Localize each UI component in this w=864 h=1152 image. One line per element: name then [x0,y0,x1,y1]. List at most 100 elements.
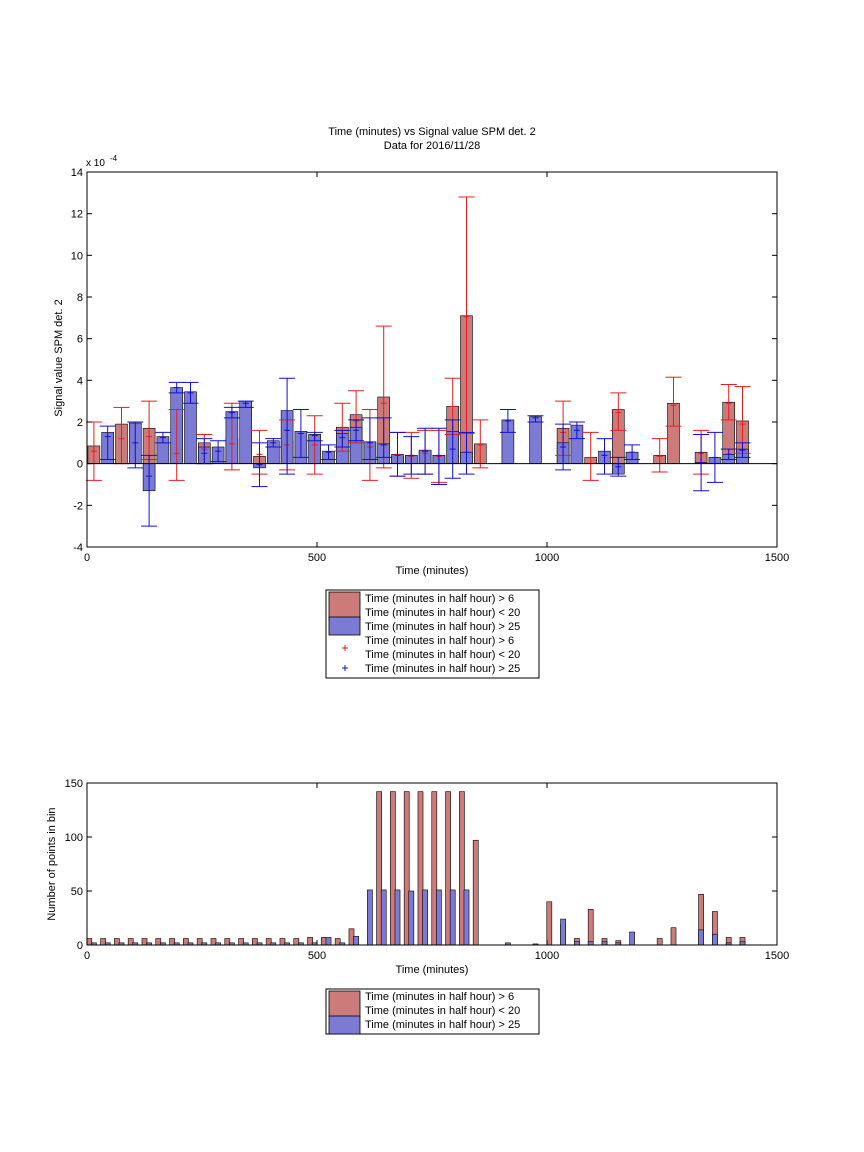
legend: Time (minutes in half hour) > 6 Time (mi… [325,589,540,679]
y-tick-label: 150 [65,778,83,790]
x-tick-label: 0 [84,950,90,962]
bar-blue [239,400,252,464]
plot-frame [86,782,778,946]
error-bar-blue [99,425,116,460]
legend-box [325,988,540,1035]
x-tick-label: 500 [308,552,326,564]
error-bar-blue [306,431,323,442]
x-ticks: 0 500 1000 1500 [84,783,789,962]
bar-blue [529,416,542,464]
histogram-bar-blue [325,937,332,946]
histogram-bar-blue [463,889,470,946]
legend: Time (minutes in half hour) > 6 Time (mi… [325,988,540,1035]
error-bar-blue [223,406,240,419]
histogram-bar-blue [449,889,456,946]
legend-entry-2: Time (minutes in half hour) < 20 [365,607,520,619]
legend-entry-3: Time (minutes in half hour) > 25 [365,1019,520,1031]
error-bar-blue [154,431,171,444]
y-tick-label: 8 [77,292,83,304]
y-tick-label: 0 [77,940,83,952]
error-bar-blue [734,442,751,458]
legend-marker-blue [342,665,348,671]
error-bar-blue [403,436,420,475]
legend-box [325,589,540,679]
signal-error-bars [85,196,751,527]
error-bar-blue [527,415,544,423]
y-tick-label: -4 [73,542,83,554]
histogram-bar-blue [353,936,359,946]
histogram-bar-blue [380,889,387,946]
histogram-bar-blue [394,889,401,946]
error-bar-blue [279,377,296,475]
error-bar-red [141,400,158,460]
legend-entry-6: Time (minutes in half hour) > 25 [365,663,520,675]
error-bar-red [582,431,599,481]
x-axis-label: Time (minutes) [396,565,469,577]
legend-marker-red [342,645,348,651]
error-bar-blue [210,440,227,463]
y-tick-label: 14 [71,167,83,179]
error-bar-blue [292,409,309,458]
error-bar-blue [237,400,254,408]
legend-swatch-red [328,591,361,621]
legend-entry-4: Time (minutes in half hour) > 6 [365,635,514,647]
x-ticks: 0 500 1000 1500 [84,172,789,564]
error-bar-blue [417,427,434,475]
error-bar-red [306,415,323,475]
y-tick-label: -2 [73,500,83,512]
x-tick-label: 1000 [535,552,559,564]
error-bar-blue [610,456,627,477]
y-tick-label: 50 [71,886,83,898]
plot-frame [86,171,778,548]
y-axis-label: Number of points in bin [46,807,58,920]
histogram-bar-blue [560,918,566,946]
error-bar-blue [348,419,365,442]
y-tick-label: 6 [77,334,83,346]
legend-entry-5: Time (minutes in half hour) < 20 [365,649,520,661]
histogram-bar-blue [629,931,635,946]
legend-entry-1: Time (minutes in half hour) > 6 [365,991,514,1003]
exponent-label: x 10 -4 [86,154,118,169]
y-tick-label: 12 [71,209,83,221]
y-ticks: -4 -2 0 2 4 6 8 10 12 14 [71,167,777,554]
error-bar-blue [568,421,585,440]
error-bar-blue [320,444,337,460]
error-bar-blue [265,438,282,448]
error-bar-blue [251,442,268,488]
chart-title: Time (minutes) vs Signal value SPM det. … [328,126,535,138]
error-bar-red [720,384,737,421]
error-bar-blue [458,431,475,475]
error-bar-blue [389,431,406,477]
legend-entry-3: Time (minutes in half hour) > 25 [365,621,520,633]
histogram-bar-red [670,927,677,946]
legend-swatch-blue [328,616,361,636]
error-bar-blue [182,381,199,404]
error-bar-blue [444,419,461,479]
error-bar-blue [141,454,158,527]
error-bar-blue [720,448,737,460]
exponent-base: x 10 [86,158,105,169]
histogram-bar-red [472,839,479,946]
histogram-bar-red [546,901,553,946]
error-bar-blue [375,417,392,458]
y-ticks: 0 50 100 150 [65,778,777,952]
x-tick-label: 1500 [765,950,789,962]
exponent-power: -4 [110,154,118,163]
x-tick-label: 0 [84,552,90,564]
error-bar-blue [168,381,185,394]
y-tick-label: 4 [77,375,83,387]
error-bar-red [168,409,185,481]
legend-entry-2: Time (minutes in half hour) < 20 [365,1005,520,1017]
error-bar-blue [430,427,447,485]
error-bar-blue [361,417,378,460]
legend-swatch-blue [328,1015,361,1035]
histogram-bar-red [587,909,594,946]
error-bar-blue [596,438,613,475]
error-bar-blue [499,409,516,433]
x-tick-label: 1000 [535,950,559,962]
y-tick-label: 100 [65,832,83,844]
x-tick-label: 1500 [765,552,789,564]
error-bar-red [651,438,668,473]
histogram-bar-blue [698,929,704,946]
histogram-bars [86,791,746,946]
